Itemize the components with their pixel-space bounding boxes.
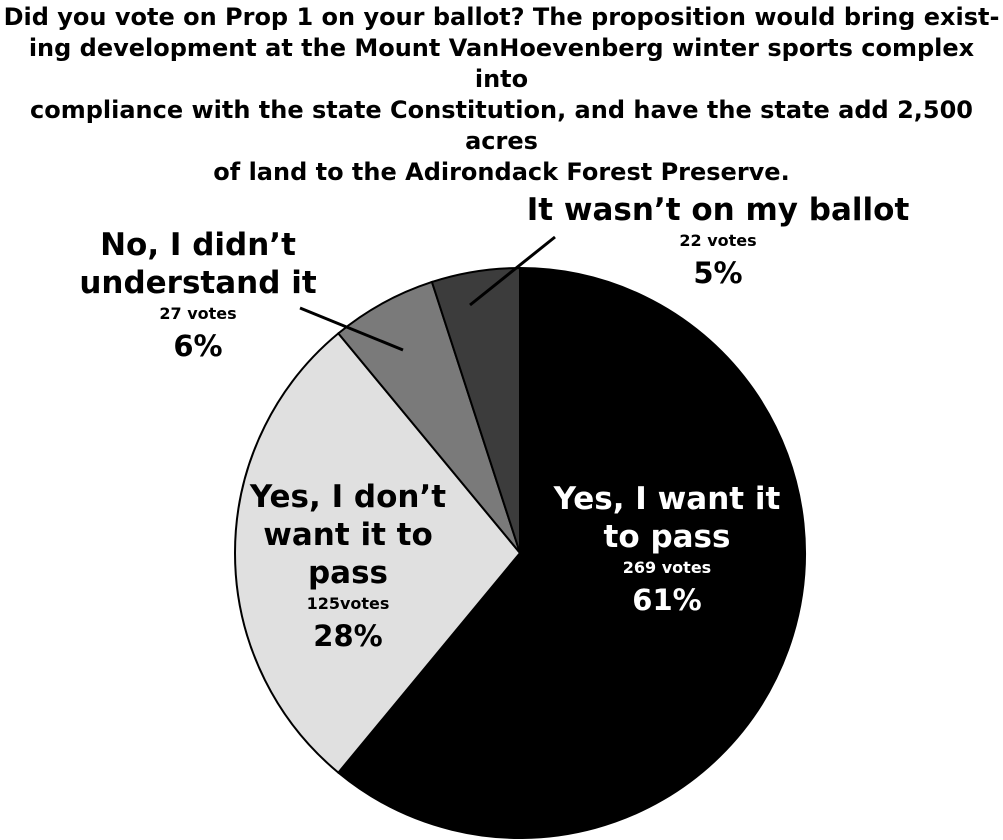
vote-count: 27 votes bbox=[159, 304, 237, 323]
value-label: 61% bbox=[632, 583, 702, 617]
category-label: Yes, I want it to pass bbox=[553, 481, 781, 555]
slice-label: Yes, I want it to pass 269 votes 61% bbox=[532, 480, 802, 620]
title-line: Did you vote on Prop 1 on your ballot? T… bbox=[3, 3, 1000, 31]
leader-line bbox=[469, 235, 556, 307]
slice-label: No, I didn’t understand it 27 votes 6% bbox=[63, 226, 333, 366]
slice-label: It wasn’t on my ballot 22 votes 5% bbox=[508, 191, 928, 293]
category-label: It wasn’t on my ballot bbox=[526, 192, 910, 228]
value-label: 5% bbox=[693, 256, 743, 290]
pie-slice bbox=[430, 266, 521, 554]
value-label: 28% bbox=[313, 619, 383, 653]
category-label: No, I didn’t understand it bbox=[79, 227, 317, 301]
value-label: 6% bbox=[173, 329, 223, 363]
category-label: Yes, I don’t want it to pass bbox=[249, 479, 447, 591]
chart-title: Did you vote on Prop 1 on your ballot? T… bbox=[0, 2, 1003, 188]
title-line: of land to the Adirondack Forest Preserv… bbox=[213, 158, 790, 186]
vote-count: 269 votes bbox=[622, 558, 712, 577]
slice-label: Yes, I don’t want it to pass 125votes 28% bbox=[233, 478, 463, 656]
vote-count: 22 votes bbox=[679, 231, 757, 250]
pie-slice bbox=[234, 331, 522, 775]
vote-count: 125votes bbox=[306, 594, 390, 613]
title-line: ing development at the Mount VanHoevenbe… bbox=[28, 34, 975, 93]
title-line: compliance with the state Constitution, … bbox=[30, 96, 973, 155]
leader-line bbox=[299, 306, 404, 352]
pie-slice bbox=[336, 266, 806, 839]
